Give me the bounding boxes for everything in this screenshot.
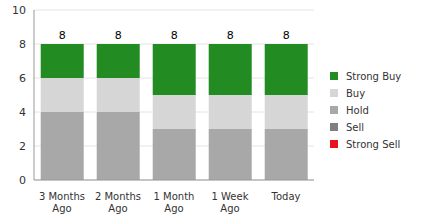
svg-text:3 MonthsAgo: 3 MonthsAgo: [39, 191, 85, 214]
html-text:Sell: Sell: [346, 121, 365, 133]
svg-text:2: 2: [19, 140, 26, 153]
svg-text:8: 8: [283, 29, 290, 42]
svg-text:8: 8: [171, 29, 178, 42]
svg-text:8: 8: [115, 29, 122, 42]
svg-text:8: 8: [227, 29, 234, 42]
html-text:Hold: Hold: [346, 104, 369, 116]
svg-text:4: 4: [19, 106, 26, 119]
svg-text:1 WeekAgo: 1 WeekAgo: [212, 191, 249, 214]
svg-text:10: 10: [12, 4, 26, 17]
svg-text:2 MonthsAgo: 2 MonthsAgo: [95, 191, 141, 214]
html-text:Buy: Buy: [346, 87, 366, 99]
svg-text:Today: Today: [271, 191, 301, 202]
html-text:Strong Buy: Strong Buy: [346, 70, 402, 82]
svg-text:8: 8: [59, 29, 66, 42]
html-text:Strong Sell: Strong Sell: [346, 138, 401, 150]
svg-text:1 MonthAgo: 1 MonthAgo: [154, 191, 195, 214]
svg-text:0: 0: [19, 174, 26, 187]
svg-text:6: 6: [19, 72, 26, 85]
svg-text:8: 8: [19, 38, 26, 51]
